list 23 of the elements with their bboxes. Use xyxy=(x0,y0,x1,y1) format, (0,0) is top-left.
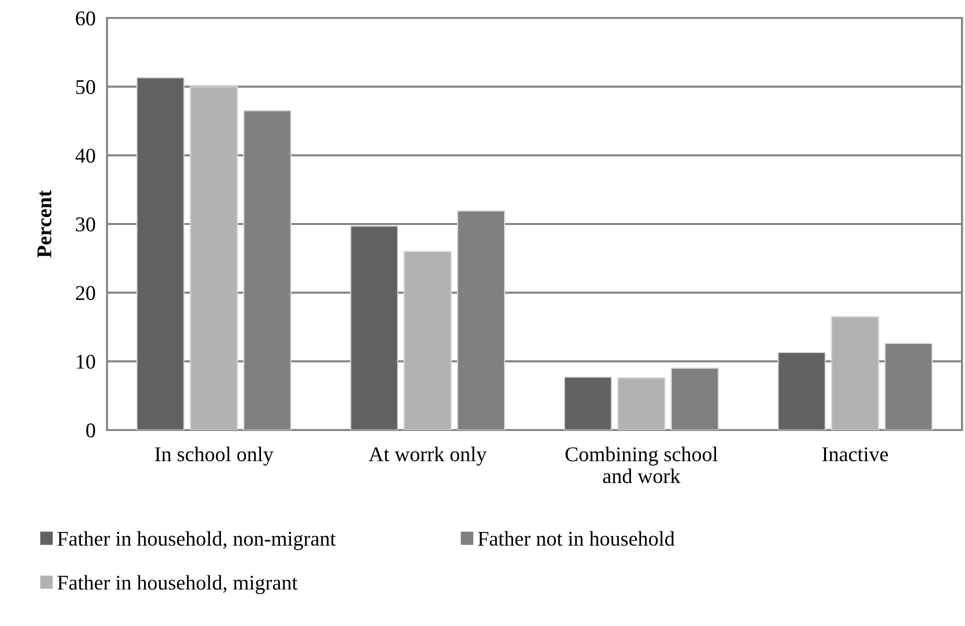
x-tick-label: At worrk only xyxy=(368,446,487,466)
y-tick-label: 50 xyxy=(76,80,96,94)
y-tick-label: 30 xyxy=(76,217,96,232)
legend-label: Father not in household xyxy=(478,531,675,546)
legend-label: Father in household, non-migrant xyxy=(58,531,336,550)
y-tick-label: 40 xyxy=(75,148,96,163)
bar xyxy=(190,86,238,430)
bar xyxy=(564,376,612,430)
y-tick-label: 60 xyxy=(76,11,96,26)
bar xyxy=(778,352,826,430)
bar xyxy=(831,316,880,430)
legend-label: Father in household, migrant xyxy=(58,575,298,594)
x-tick-label: In school only xyxy=(155,446,274,466)
x-tick-label: Combining school and work xyxy=(566,446,718,484)
y-tick-label: 0 xyxy=(86,423,96,438)
bar xyxy=(350,226,398,430)
y-tick-label: 20 xyxy=(76,286,96,300)
y-tick-label: 10 xyxy=(76,354,96,369)
bar xyxy=(617,377,666,430)
bar xyxy=(136,77,185,430)
x-tick-label: Inactive xyxy=(822,447,888,462)
y-axis-title: Percent xyxy=(38,190,52,258)
bar xyxy=(404,250,452,430)
